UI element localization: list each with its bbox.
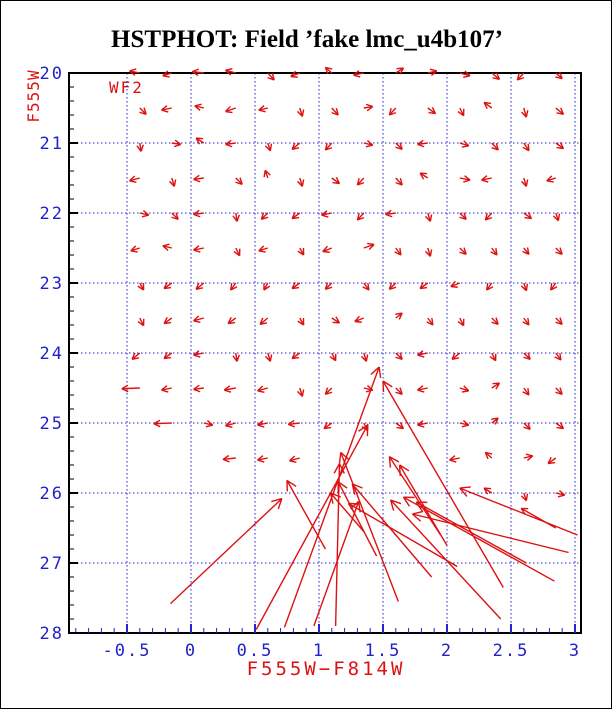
svg-text:22: 22 bbox=[40, 204, 64, 224]
svg-text:20: 20 bbox=[40, 64, 64, 84]
svg-text:25: 25 bbox=[40, 414, 64, 434]
svg-text:23: 23 bbox=[40, 274, 64, 294]
svg-text:28: 28 bbox=[40, 624, 64, 644]
x-axis-title: F555W−F814W bbox=[246, 658, 406, 680]
svg-text:2: 2 bbox=[441, 641, 453, 661]
svg-text:26: 26 bbox=[40, 484, 64, 504]
plot-title: HSTPHOT: Field ’fake lmc_u4b107’ bbox=[111, 26, 503, 53]
chip-annotation: WF2 bbox=[109, 78, 144, 97]
svg-text:-0.5: -0.5 bbox=[103, 641, 152, 661]
svg-text:21: 21 bbox=[40, 134, 64, 154]
svg-text:3: 3 bbox=[569, 641, 581, 661]
svg-text:1.5: 1.5 bbox=[365, 641, 402, 661]
svg-text:0.5: 0.5 bbox=[237, 641, 274, 661]
svg-text:1: 1 bbox=[313, 641, 325, 661]
svg-text:2.5: 2.5 bbox=[493, 641, 530, 661]
svg-text:0: 0 bbox=[185, 641, 197, 661]
svg-text:27: 27 bbox=[40, 554, 64, 574]
svg-text:24: 24 bbox=[40, 344, 64, 364]
